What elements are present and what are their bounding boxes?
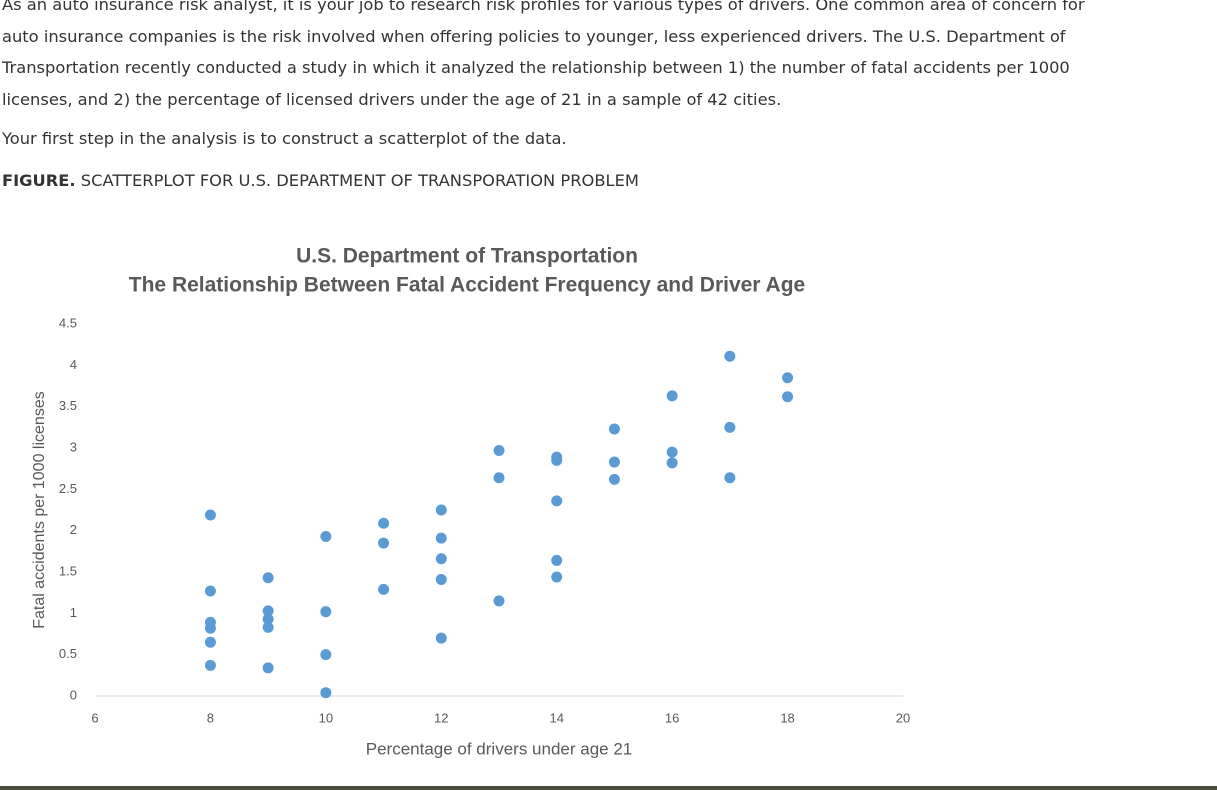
data-point — [204, 636, 216, 648]
data-point — [378, 583, 390, 595]
data-point — [551, 495, 563, 507]
bottom-border — [0, 786, 1217, 790]
data-point — [435, 532, 447, 544]
figure-caption: FIGURE. SCATTERPLOT FOR U.S. DEPARTMENT … — [2, 171, 639, 191]
x-tick-label: 6 — [91, 710, 98, 725]
data-point — [204, 622, 216, 634]
data-point — [320, 606, 332, 618]
x-tick-label: 8 — [207, 710, 214, 725]
data-point — [320, 649, 332, 661]
data-point — [320, 687, 332, 699]
x-tick-label: 12 — [434, 710, 448, 725]
data-point — [782, 372, 794, 384]
data-point — [608, 423, 620, 435]
data-point — [378, 517, 390, 529]
y-tick-label: 3.5 — [59, 398, 77, 413]
step-text: Your first step in the analysis is to co… — [2, 129, 567, 148]
data-point — [493, 595, 505, 607]
x-axis-label: Percentage of drivers under age 21 — [366, 739, 633, 758]
data-point — [435, 573, 447, 585]
data-point — [666, 390, 678, 402]
intro-line: As an auto insurance risk analyst, it is… — [2, 0, 1085, 14]
y-tick-label: 2.5 — [59, 481, 77, 496]
data-point — [724, 350, 736, 362]
data-point — [666, 457, 678, 469]
data-point — [378, 537, 390, 549]
y-tick-label: 4.5 — [59, 315, 77, 330]
data-point — [262, 605, 274, 617]
data-point — [493, 444, 505, 456]
data-point — [608, 473, 620, 485]
data-point — [724, 421, 736, 433]
x-tick-label: 20 — [896, 710, 910, 725]
data-point — [493, 472, 505, 484]
data-point — [262, 572, 274, 584]
data-point — [782, 391, 794, 403]
data-point — [204, 585, 216, 597]
data-point — [435, 553, 447, 565]
intro-line: auto insurance companies is the risk inv… — [2, 27, 1066, 46]
chart: U.S. Department of Transportation The Re… — [31, 245, 910, 759]
data-point — [608, 456, 620, 468]
y-tick-label: 0.5 — [59, 646, 77, 661]
y-tick-label: 4 — [70, 357, 77, 372]
chart-title: U.S. Department of Transportation — [296, 245, 638, 268]
data-point — [666, 446, 678, 458]
data-point — [551, 554, 563, 566]
data-point — [262, 662, 274, 674]
data-point — [262, 621, 274, 633]
y-tick-label: 3 — [70, 439, 77, 454]
x-tick-label: 10 — [319, 710, 333, 725]
intro-line: licenses, and 2) the percentage of licen… — [2, 90, 782, 109]
data-point — [551, 454, 563, 466]
data-point — [551, 571, 563, 583]
data-point — [204, 509, 216, 521]
intro-line: Transportation recently conducted a stud… — [2, 58, 1070, 77]
x-tick-label: 18 — [780, 710, 794, 725]
chart-subtitle: The Relationship Between Fatal Accident … — [129, 274, 805, 297]
y-tick-label: 2 — [70, 522, 77, 537]
x-tick-label: 16 — [665, 710, 679, 725]
data-point — [320, 530, 332, 542]
x-tick-label: 14 — [549, 710, 563, 725]
data-point — [435, 504, 447, 516]
data-point — [204, 659, 216, 671]
figure-label: FIGURE. — [2, 171, 76, 190]
data-point — [724, 472, 736, 484]
y-axis-label: Fatal accidents per 1000 licenses — [31, 391, 48, 628]
data-point — [262, 613, 274, 625]
y-tick-label: 1 — [70, 605, 77, 620]
y-tick-label: 1.5 — [59, 563, 77, 578]
data-point — [435, 632, 447, 644]
y-tick-label: 0 — [70, 687, 77, 702]
caption: SCATTERPLOT FOR U.S. DEPARTMENT OF TRANS… — [80, 171, 639, 190]
